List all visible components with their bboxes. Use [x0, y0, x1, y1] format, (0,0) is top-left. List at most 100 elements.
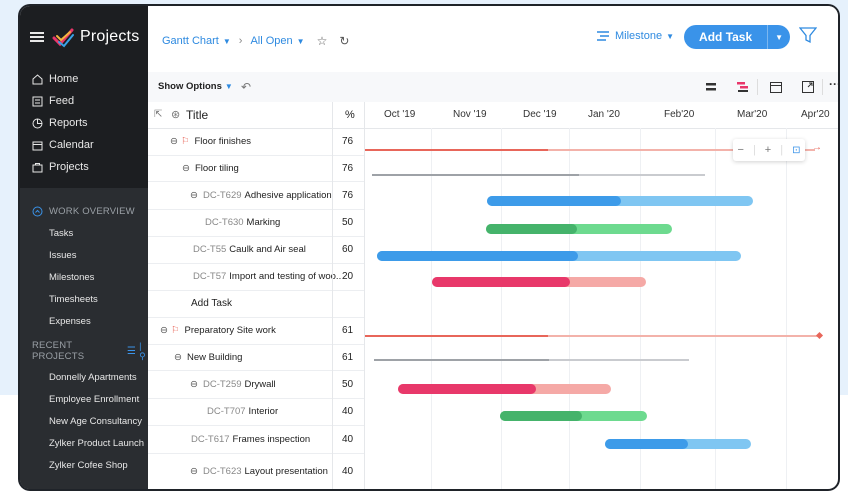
collapse-circle-icon[interactable]: ⊖: [174, 351, 182, 363]
zoom-divider: |: [780, 144, 784, 156]
home-icon: [32, 73, 43, 84]
table-row[interactable]: DC-T617 Frames inspection 40: [148, 425, 364, 454]
chevron-down-icon[interactable]: ▼: [767, 25, 790, 49]
sidebar-item-milestones[interactable]: Milestones: [49, 271, 95, 283]
sidebar-item-timesheets[interactable]: Timesheets: [49, 293, 98, 305]
add-task-button[interactable]: Add Task ▼: [684, 25, 790, 49]
recent-project-item[interactable]: Zylker Product Launch: [49, 437, 145, 449]
task-code: DC-T617: [191, 433, 230, 445]
summary-bar-new-building[interactable]: [374, 359, 549, 361]
recent-project-item[interactable]: Employee Enrollment: [49, 393, 140, 405]
table-row[interactable]: ⊖ DC-T259 Drywall 50: [148, 370, 364, 399]
collapse-circle-icon[interactable]: ⊖: [190, 465, 198, 477]
collapse-circle-icon[interactable]: ⊖: [190, 189, 198, 201]
task-bar-progress: [486, 224, 577, 234]
task-code: DC-T55: [193, 244, 227, 255]
task-code: DC-T629: [202, 189, 242, 201]
zoom-divider: |: [752, 144, 756, 156]
nav-feed[interactable]: Feed: [20, 90, 148, 112]
work-overview-list: Tasks Issues Milestones Timesheets Expen…: [20, 222, 148, 332]
task-bar-marking[interactable]: [486, 224, 672, 234]
filter-selector[interactable]: All Open ▼: [250, 35, 304, 47]
nav-calendar[interactable]: Calendar: [20, 134, 148, 156]
view-selector[interactable]: Gantt Chart ▼: [162, 35, 231, 47]
sidebar-item-tasks[interactable]: Tasks: [49, 227, 74, 239]
recent-projects-label: RECENT PROJECTS: [32, 340, 85, 362]
recent-project-item[interactable]: New Age Consultancy: [49, 415, 142, 427]
collapse-circle-icon[interactable]: ⊖: [170, 136, 178, 147]
filter-lines-icon[interactable]: ☰: [126, 345, 137, 357]
undo-icon[interactable]: ↶: [241, 80, 252, 94]
chevron-down-icon: ▼: [296, 37, 305, 46]
top-bar: Gantt Chart ▼ › All Open ▼ ☆ ↻ Milestone ▼…: [148, 6, 838, 72]
row-title: ⊖ DC-T623 Layout presentation: [190, 453, 328, 489]
chevron-down-icon: ▼: [222, 37, 231, 46]
nav-home[interactable]: Home: [20, 68, 148, 90]
title-column-header[interactable]: Title: [186, 108, 209, 122]
recent-project-item[interactable]: Donnelly Apartments: [49, 371, 137, 383]
critical-path-icon[interactable]: [736, 80, 750, 94]
milestone-bar-preparatory-site-work[interactable]: [365, 335, 548, 337]
row-title: DC-T57 Import and testing of woo..: [193, 263, 341, 290]
show-options-dropdown[interactable]: Show Options ▼: [158, 81, 233, 92]
calendar-icon: [32, 141, 43, 150]
nav-projects[interactable]: Projects: [20, 156, 148, 178]
zoom-out-button[interactable]: −: [737, 144, 744, 156]
task-bar-progress: [432, 277, 570, 287]
table-row[interactable]: DC-T55 Caulk and Air seal 60: [148, 236, 364, 264]
nav-reports-label: Reports: [49, 117, 88, 129]
row-title: DC-T617 Frames inspection: [191, 425, 310, 453]
collapse-circle-icon[interactable]: ⊖: [160, 325, 168, 336]
toolbar-divider: [822, 79, 823, 95]
table-row[interactable]: ⊖ New Building 61: [148, 344, 364, 371]
milestone-bar-remaining: [548, 149, 815, 151]
search-icon[interactable]: |⚲: [139, 340, 146, 361]
main-nav: Home Feed Reports Calendar Projects: [20, 68, 148, 178]
table-row[interactable]: ⊖ ⚐ Preparatory Site work 61: [148, 317, 364, 345]
milestone-bar-remaining: [548, 335, 819, 337]
collapse-circle-icon[interactable]: ⊖: [190, 378, 198, 390]
collapse-all-icon[interactable]: ⇱: [154, 109, 163, 120]
layers-icon[interactable]: [704, 80, 718, 94]
table-row[interactable]: DC-T707 Interior 40: [148, 398, 364, 426]
expand-icon[interactable]: [801, 80, 815, 94]
fit-screen-icon[interactable]: ⊡: [792, 144, 801, 156]
task-code: DC-T623: [202, 465, 242, 477]
settings-circle-icon[interactable]: ⊛: [171, 109, 181, 121]
summary-bar-floor-tiling[interactable]: [372, 174, 579, 176]
star-icon[interactable]: ☆: [316, 34, 328, 48]
add-task-label: Add Task: [699, 30, 753, 44]
table-row[interactable]: ⊖ DC-T623 Layout presentation 40: [148, 453, 364, 489]
table-row[interactable]: DC-T630 Marking 50: [148, 209, 364, 237]
calendar-icon[interactable]: [769, 80, 783, 94]
hamburger-menu-icon[interactable]: [30, 32, 44, 42]
table-row[interactable]: ⊖ Floor tiling 76: [148, 155, 364, 182]
row-name: Frames inspection: [232, 433, 311, 445]
filter-funnel-icon[interactable]: [799, 26, 817, 44]
sidebar-item-expenses[interactable]: Expenses: [49, 315, 91, 327]
row-title: ⊖ Floor tiling: [182, 155, 239, 181]
view-label: Gantt Chart: [162, 35, 219, 47]
table-row[interactable]: ⊖ ⚐ Floor finishes 76: [148, 128, 364, 156]
recent-project-item[interactable]: Zylker Cofee Shop: [49, 459, 128, 471]
month-label: Apr'20: [801, 109, 830, 120]
refresh-icon[interactable]: ↻: [339, 34, 350, 48]
percent-column-header: %: [345, 109, 355, 121]
nav-home-label: Home: [49, 73, 79, 85]
table-row[interactable]: DC-T57 Import and testing of woo.. 20: [148, 263, 364, 291]
more-options-icon[interactable]: ···: [829, 77, 838, 91]
milestone-bar-floor-finishes[interactable]: [365, 149, 548, 151]
nav-reports[interactable]: Reports: [20, 112, 148, 134]
add-task-link[interactable]: Add Task: [191, 298, 232, 309]
feed-icon: [32, 96, 43, 106]
projects-icon: [32, 162, 43, 172]
row-name: Layout presentation: [244, 465, 328, 477]
milestone-dropdown[interactable]: Milestone ▼: [597, 30, 674, 42]
work-overview-heading[interactable]: WORK OVERVIEW: [20, 200, 148, 222]
collapse-circle-icon[interactable]: ⊖: [182, 162, 190, 174]
zoom-in-button[interactable]: +: [764, 144, 772, 156]
month-label: Nov '19: [453, 109, 487, 120]
zoom-controls: − | + | ⊡: [733, 139, 805, 161]
sidebar-item-issues[interactable]: Issues: [49, 249, 77, 261]
table-row[interactable]: ⊖ DC-T629 Adhesive application 76: [148, 181, 364, 210]
